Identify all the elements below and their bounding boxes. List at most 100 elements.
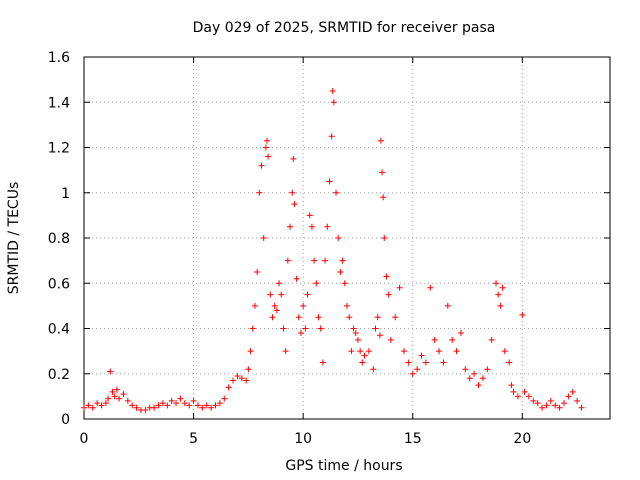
- data-point: [308, 223, 315, 230]
- data-point: [400, 348, 407, 355]
- data-point: [376, 332, 383, 339]
- data-point: [280, 325, 287, 332]
- data-point: [385, 291, 392, 298]
- data-point: [414, 366, 421, 373]
- data-point: [379, 169, 386, 176]
- data-point: [466, 375, 473, 382]
- data-point: [525, 393, 532, 400]
- data-point: [221, 395, 228, 402]
- data-point: [493, 280, 500, 287]
- data-point: [543, 402, 550, 409]
- data-point: [311, 257, 318, 264]
- data-point: [306, 212, 313, 219]
- data-point: [254, 268, 261, 275]
- data-point: [479, 375, 486, 382]
- data-point: [291, 201, 298, 208]
- data-point: [142, 406, 149, 413]
- y-tick-label: 0: [61, 412, 70, 428]
- data-point: [230, 377, 237, 384]
- data-point: [98, 402, 105, 409]
- plot-frame: [83, 56, 611, 420]
- data-point: [380, 194, 387, 201]
- data-point: [339, 257, 346, 264]
- data-point: [293, 275, 300, 282]
- data-point: [225, 384, 232, 391]
- data-point: [431, 336, 438, 343]
- y-axis: 0 0.2 0.4 0.6 0.8 1 1.2 1.4 1.6: [48, 50, 610, 428]
- data-point: [449, 336, 456, 343]
- data-point: [578, 404, 585, 411]
- data-point: [190, 397, 197, 404]
- y-tick-label: 1.4: [48, 95, 70, 111]
- data-point: [129, 402, 136, 409]
- data-point: [352, 330, 359, 337]
- data-point: [377, 137, 384, 144]
- data-point: [499, 284, 506, 291]
- data-point: [372, 325, 379, 332]
- data-point: [508, 382, 515, 389]
- data-point: [278, 291, 285, 298]
- data-point: [444, 302, 451, 309]
- data-point: [370, 366, 377, 373]
- data-point: [203, 402, 210, 409]
- data-point: [374, 314, 381, 321]
- data-point: [330, 99, 337, 106]
- data-point: [324, 223, 331, 230]
- data-point: [556, 404, 563, 411]
- data-point: [173, 400, 180, 407]
- data-point: [89, 404, 96, 411]
- data-point: [565, 393, 572, 400]
- data-point: [258, 162, 265, 169]
- data-point: [453, 348, 460, 355]
- data-point: [422, 359, 429, 366]
- data-point: [243, 377, 250, 384]
- data-point: [436, 348, 443, 355]
- data-point: [405, 359, 412, 366]
- chart-title: Day 029 of 2025, SRMTID for receiver pas…: [193, 20, 496, 36]
- x-tick-label: 0: [80, 431, 89, 447]
- data-point: [107, 368, 114, 375]
- y-tick-label: 0.2: [48, 367, 70, 383]
- data-point: [273, 307, 280, 314]
- data-point: [276, 280, 283, 287]
- data-point: [284, 257, 291, 264]
- x-tick-label: 5: [189, 431, 198, 447]
- y-tick-label: 0.4: [48, 322, 70, 338]
- data-point: [159, 400, 166, 407]
- data-point: [501, 348, 508, 355]
- data-point: [216, 400, 223, 407]
- data-point: [300, 302, 307, 309]
- data-point: [168, 397, 175, 404]
- x-axis: 0 5 10 15 20: [80, 57, 531, 447]
- data-point: [105, 395, 112, 402]
- data-point: [547, 397, 554, 404]
- data-point: [81, 404, 87, 411]
- grid: [84, 57, 610, 419]
- data-point: [348, 348, 355, 355]
- data-point: [212, 402, 219, 409]
- data-point: [359, 359, 366, 366]
- data-point: [247, 348, 254, 355]
- data-point: [256, 189, 263, 196]
- data-point: [354, 336, 361, 343]
- data-point: [329, 87, 336, 94]
- data-point: [313, 280, 320, 287]
- data-point: [85, 402, 92, 409]
- data-point: [245, 366, 252, 373]
- data-point: [94, 400, 101, 407]
- data-point: [328, 133, 335, 140]
- data-point: [282, 348, 289, 355]
- data-point: [304, 291, 311, 298]
- data-point: [164, 402, 171, 409]
- data-point: [341, 280, 348, 287]
- data-point: [440, 359, 447, 366]
- data-point: [462, 366, 469, 373]
- data-point: [251, 302, 258, 309]
- data-point: [322, 257, 329, 264]
- data-point: [539, 404, 546, 411]
- data-point: [269, 314, 276, 321]
- data-point: [315, 314, 322, 321]
- y-axis-label: SRMTID / TECUs: [6, 182, 22, 295]
- data-point: [326, 178, 333, 185]
